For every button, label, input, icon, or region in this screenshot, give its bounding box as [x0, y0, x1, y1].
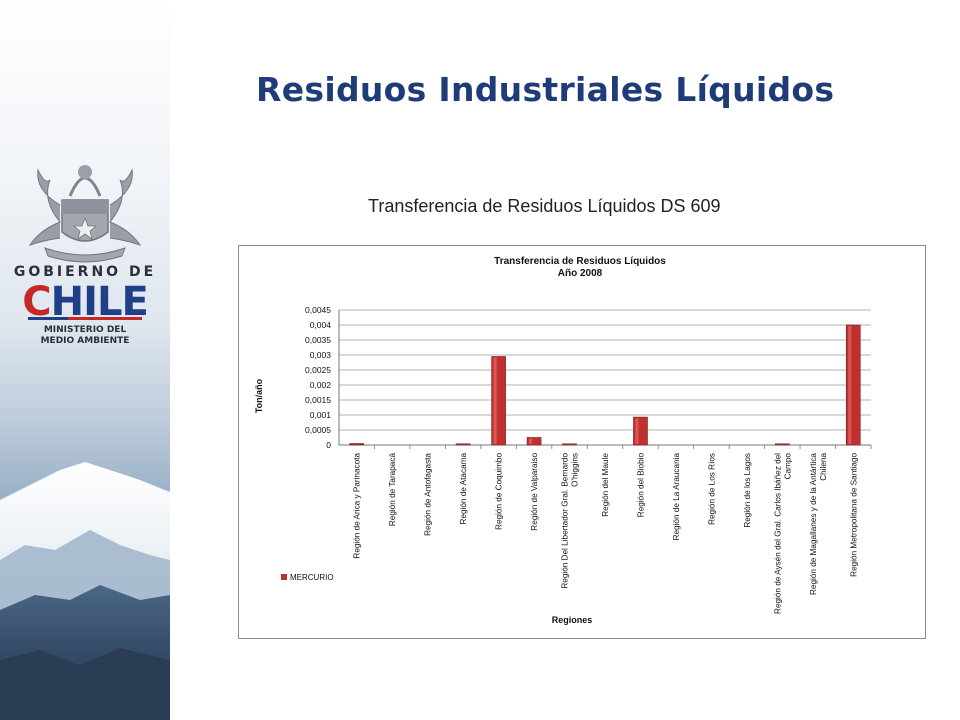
y-tick-label: 0,0035 [305, 335, 331, 345]
logo-line-gobierno: GOBIERNO DE [13, 264, 157, 280]
y-tick-label: 0,001 [310, 410, 332, 420]
y-tick-label: 0,004 [310, 320, 332, 330]
bar [349, 443, 365, 446]
x-tick-label: Región de Arica y Parinacota [353, 453, 362, 559]
chart-title: Transferencia de Residuos Líquidos [494, 256, 666, 267]
page-subtitle: Transferencia de Residuos Líquidos DS 60… [368, 196, 721, 216]
y-axis-label: Ton/año [254, 378, 264, 413]
sidebar-branding: GOBIERNO DE CHILE MINISTERIO DEL MEDIO A… [0, 0, 170, 720]
x-tick-label: Región Del Libertador Gral. Bernardo [561, 453, 570, 589]
x-tick-label: Región del Biobio [636, 453, 645, 518]
y-tick-label: 0,0005 [305, 425, 331, 435]
bar [455, 443, 471, 446]
chile-coat-of-arms-icon [28, 165, 142, 263]
x-tick-label: Región Metropolitana de Santiago [849, 453, 858, 577]
page-title: Residuos Industriales Líquidos [256, 70, 835, 109]
x-axis-label: Regiones [552, 615, 593, 625]
y-tick-label: 0,003 [310, 350, 332, 360]
logo-ministry-line1: MINISTERIO DEL [43, 325, 127, 335]
x-tick-label: Chilena [819, 453, 828, 481]
x-tick-label: Región de Los Ríos [707, 453, 716, 525]
x-tick-label: Región de Valparaiso [530, 453, 539, 531]
y-tick-label: 0,002 [310, 380, 332, 390]
x-tick-label: Campo [783, 453, 792, 480]
legend-swatch [281, 574, 287, 580]
y-tick-label: 0,0015 [305, 395, 331, 405]
bar-highlight [493, 357, 497, 444]
flag-bar [28, 317, 142, 320]
x-tick-label: Región de Tarapacá [388, 453, 397, 527]
bar-highlight [529, 438, 533, 444]
y-tick-label: 0,0045 [305, 305, 331, 315]
logo-ministry: MINISTERIO DEL MEDIO AMBIENTE [0, 325, 170, 347]
mountain-landscape-icon [0, 165, 170, 720]
chart-subtitle: Año 2008 [558, 268, 603, 279]
x-tick-label: Región de Coquimbo [495, 453, 504, 530]
bar-highlight [635, 418, 639, 444]
bar [526, 437, 542, 446]
bar [775, 443, 790, 446]
x-tick-label: O'higgins [571, 453, 580, 487]
x-tick-label: Región del Maule [601, 453, 610, 517]
x-tick-label: Región de los Lagos [743, 453, 752, 528]
x-tick-label: Región de Antofagasta [424, 453, 433, 536]
bar-highlight [848, 326, 852, 444]
x-tick-label: Región de Atacama [459, 453, 468, 525]
bar [562, 443, 577, 446]
legend-label: MERCURIO [290, 573, 334, 582]
logo-ministry-line2: MEDIO AMBIENTE [40, 336, 130, 346]
chart-frame: Transferencia de Residuos Líquidos Año 20… [238, 245, 926, 639]
y-tick-label: 0 [326, 440, 331, 450]
x-tick-label: Región de La Araucania [672, 453, 681, 541]
x-tick-label: Región de Aysén del Gral. Carlos Ibáñez … [773, 453, 782, 614]
y-tick-label: 0,0025 [305, 365, 331, 375]
x-tick-label: Región de Magallanes y de la Antártica [809, 453, 818, 595]
